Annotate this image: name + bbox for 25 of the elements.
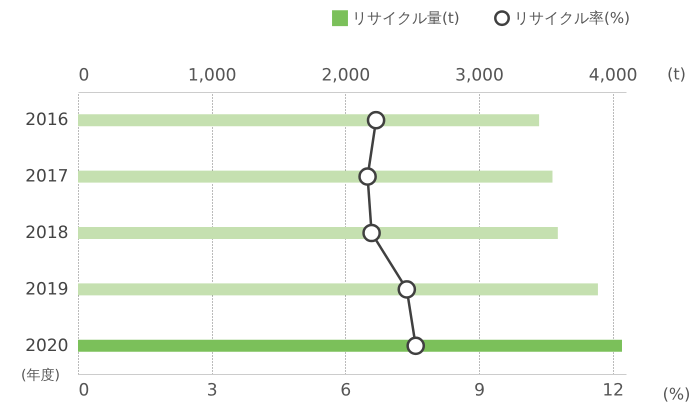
x-tick-label: 12 <box>602 380 624 400</box>
legend-label: リサイクル量(t) <box>352 9 460 28</box>
point <box>358 167 377 186</box>
point <box>366 110 386 130</box>
x-tick-label: 0 <box>78 380 90 400</box>
legend-label: リサイクル率(%) <box>514 9 630 28</box>
x2-tick-label: 1,000 <box>188 66 236 86</box>
y-tick-label: 2017 <box>25 166 68 187</box>
x-tick-label: 9 <box>474 380 485 400</box>
x2-tick-label: 4,000 <box>588 66 638 86</box>
y-tick-label: 2020 <box>25 336 68 356</box>
point <box>362 224 381 242</box>
x-tick-label: 6 <box>340 380 352 400</box>
x-tick-label: 3 <box>206 380 218 400</box>
x2-tick-label: 2,000 <box>321 66 370 86</box>
y-axis-title: (年度) <box>21 368 60 384</box>
point <box>406 336 426 356</box>
x2-axis-title: (t) <box>667 64 686 84</box>
x2-tick-label: 3,000 <box>455 66 504 86</box>
y-tick-label: 2016 <box>25 110 68 130</box>
x-axis-title: (%) <box>662 384 690 404</box>
y-tick-label: 2018 <box>25 223 68 243</box>
y-tick-label: 2019 <box>25 279 68 300</box>
point <box>397 280 416 299</box>
x2-tick-label: 0 <box>78 66 90 86</box>
